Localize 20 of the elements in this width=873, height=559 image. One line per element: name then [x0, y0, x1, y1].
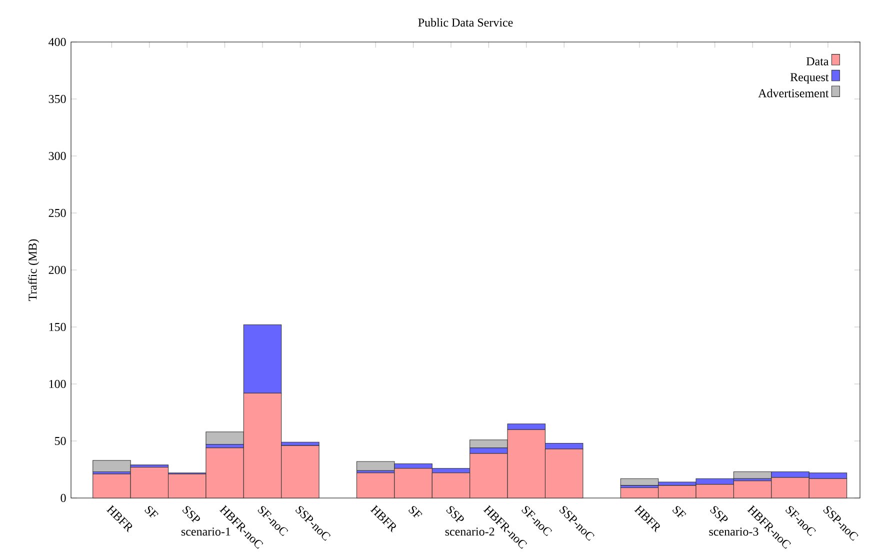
x-tick-label: SSP: [182, 506, 200, 522]
legend-label: Request: [790, 73, 829, 84]
legend-label: Advertisement: [758, 88, 829, 98]
chart-title: Public Data Service: [418, 18, 513, 27]
x-tick-label: SSP: [710, 506, 728, 522]
y-axis-title: Traffic (MB): [28, 239, 40, 301]
y-tick-label: 400: [48, 38, 66, 46]
legend-label: Data: [806, 57, 829, 66]
y-tick-label: 50: [54, 436, 66, 446]
x-tick-label: SF: [672, 506, 686, 518]
y-tick-label: 0: [60, 494, 66, 502]
y-tick-label: 200: [48, 266, 66, 274]
y-tick-label: 250: [48, 208, 66, 218]
y-tick-label: 300: [48, 152, 66, 160]
x-tick-label: SF: [408, 506, 422, 518]
y-tick-label: 350: [48, 94, 66, 104]
y-tick-label: 150: [49, 322, 66, 332]
x-tick-label: SSP: [446, 506, 464, 522]
x-tick-label: SF: [144, 506, 158, 518]
y-tick-label: 100: [49, 380, 66, 388]
